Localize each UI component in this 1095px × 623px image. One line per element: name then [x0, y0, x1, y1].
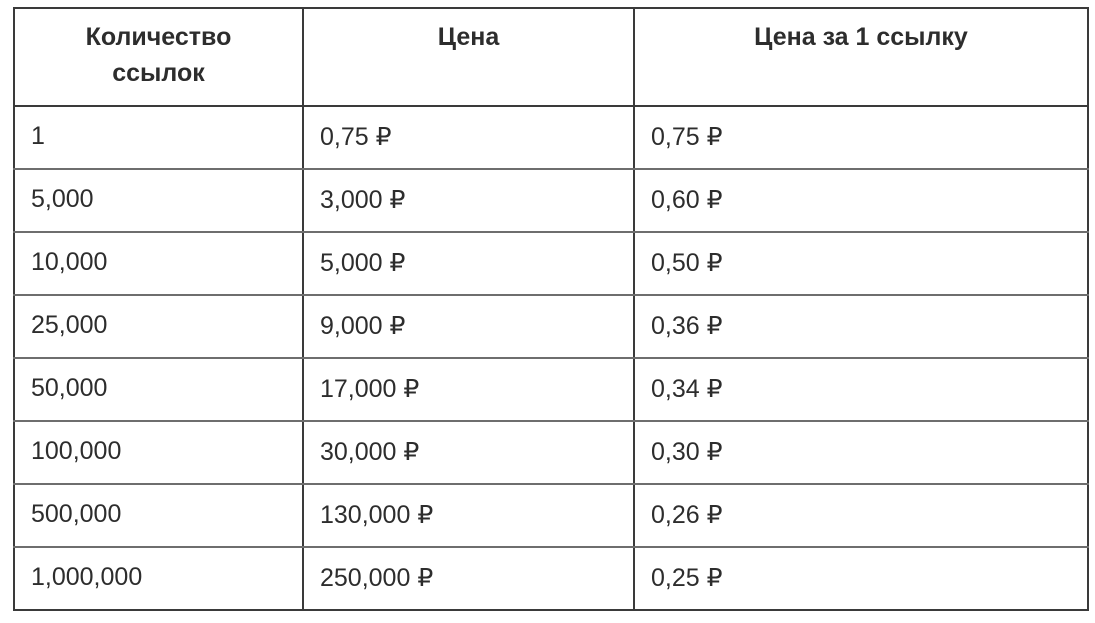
cell-quantity: 1 [13, 105, 304, 170]
pricing-table: Количество ссылок Цена Цена за 1 ссылку … [13, 7, 1089, 611]
header-row: Количество ссылок Цена Цена за 1 ссылку [13, 7, 1089, 107]
cell-price: 250,000 ₽ [302, 546, 635, 611]
cell-quantity: 500,000 [13, 483, 304, 548]
cell-price-per-link: 0,60 ₽ [633, 168, 1089, 233]
column-header-price-per-link: Цена за 1 ссылку [633, 7, 1089, 107]
cell-price: 0,75 ₽ [302, 105, 635, 170]
cell-quantity: 100,000 [13, 420, 304, 485]
cell-quantity: 25,000 [13, 294, 304, 359]
cell-price-per-link: 0,30 ₽ [633, 420, 1089, 485]
column-header-price: Цена [302, 7, 635, 107]
table-row: 25,000 9,000 ₽ 0,36 ₽ [13, 294, 1089, 359]
cell-price-per-link: 0,50 ₽ [633, 231, 1089, 296]
table-row: 500,000 130,000 ₽ 0,26 ₽ [13, 483, 1089, 548]
cell-quantity: 10,000 [13, 231, 304, 296]
cell-price-per-link: 0,34 ₽ [633, 357, 1089, 422]
cell-price: 130,000 ₽ [302, 483, 635, 548]
cell-price-per-link: 0,36 ₽ [633, 294, 1089, 359]
table-row: 100,000 30,000 ₽ 0,30 ₽ [13, 420, 1089, 485]
table-row: 1,000,000 250,000 ₽ 0,25 ₽ [13, 546, 1089, 611]
cell-price: 3,000 ₽ [302, 168, 635, 233]
table-row: 1 0,75 ₽ 0,75 ₽ [13, 105, 1089, 170]
table-row: 5,000 3,000 ₽ 0,60 ₽ [13, 168, 1089, 233]
table-row: 10,000 5,000 ₽ 0,50 ₽ [13, 231, 1089, 296]
cell-quantity: 1,000,000 [13, 546, 304, 611]
cell-price-per-link: 0,26 ₽ [633, 483, 1089, 548]
cell-price: 30,000 ₽ [302, 420, 635, 485]
cell-price-per-link: 0,75 ₽ [633, 105, 1089, 170]
cell-quantity: 50,000 [13, 357, 304, 422]
cell-price: 5,000 ₽ [302, 231, 635, 296]
cell-quantity: 5,000 [13, 168, 304, 233]
cell-price: 9,000 ₽ [302, 294, 635, 359]
column-header-quantity: Количество ссылок [13, 7, 304, 107]
cell-price-per-link: 0,25 ₽ [633, 546, 1089, 611]
cell-price: 17,000 ₽ [302, 357, 635, 422]
table-row: 50,000 17,000 ₽ 0,34 ₽ [13, 357, 1089, 422]
